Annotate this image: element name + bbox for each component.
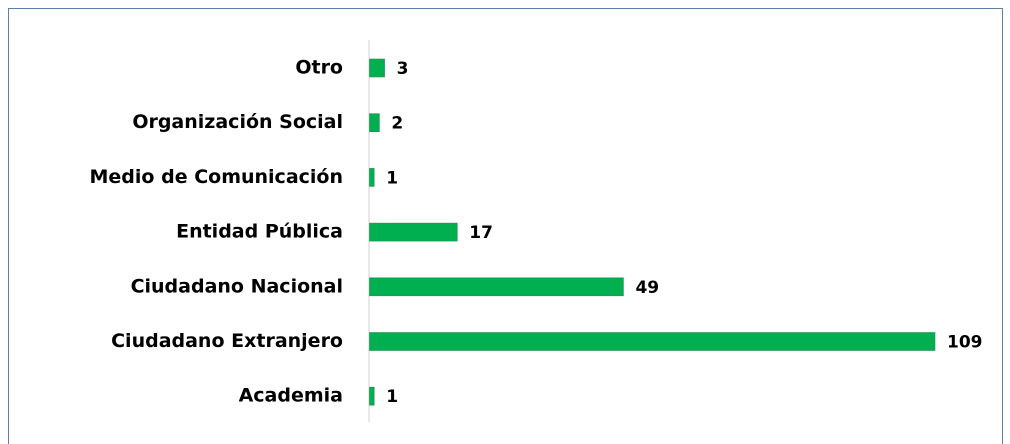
bar bbox=[369, 113, 380, 132]
value-label: 3 bbox=[397, 59, 409, 79]
bar bbox=[369, 168, 375, 187]
category-label: Ciudadano Extranjero bbox=[111, 330, 343, 352]
value-label: 1 bbox=[386, 387, 398, 407]
value-label: 49 bbox=[635, 278, 659, 298]
category-label: Academia bbox=[239, 385, 343, 407]
category-label: Entidad Pública bbox=[176, 221, 343, 243]
category-label: Organización Social bbox=[132, 111, 343, 133]
category-label: Medio de Comunicación bbox=[90, 166, 343, 188]
category-label: Otro bbox=[295, 57, 343, 79]
bar bbox=[369, 386, 375, 406]
bar bbox=[369, 332, 936, 351]
chart-frame bbox=[8, 8, 1003, 444]
category-label: Ciudadano Nacional bbox=[131, 275, 343, 297]
value-label: 2 bbox=[391, 114, 403, 134]
bar bbox=[369, 222, 458, 242]
bar bbox=[369, 58, 385, 78]
bar bbox=[369, 277, 624, 297]
value-label: 17 bbox=[469, 223, 493, 243]
value-label: 1 bbox=[386, 168, 398, 188]
value-label: 109 bbox=[947, 333, 983, 353]
